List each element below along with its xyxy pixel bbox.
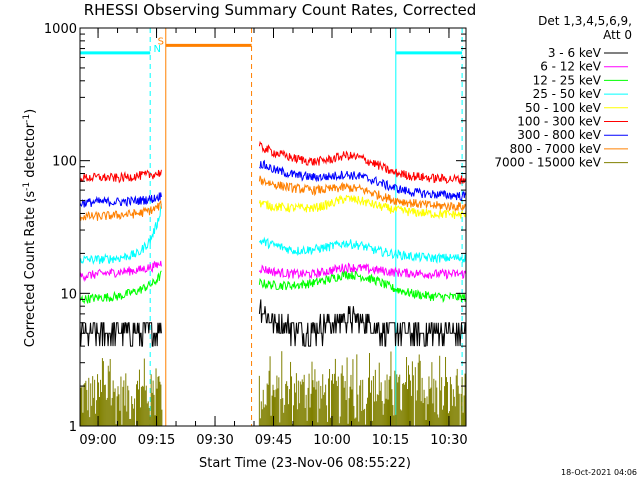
series-line	[79, 260, 162, 283]
y-tick-label: 10	[60, 287, 77, 302]
series-line	[79, 322, 162, 347]
series-100-300keV	[79, 140, 467, 185]
series-layer	[79, 140, 467, 426]
y-tick-label: 100	[52, 155, 77, 170]
legend-header-attenuator: Att 0	[603, 28, 632, 42]
legend-item-label: 800 - 7000 keV	[510, 142, 602, 156]
legend-item-label: 300 - 800 keV	[517, 128, 601, 142]
y-axis-label-part-1: Corrected Count Rate (s	[23, 191, 38, 348]
svg-text:Corrected Count Rate (s-1 dete: Corrected Count Rate (s-1 detector-1)	[22, 109, 38, 347]
x-tick-label: 09:45	[255, 433, 292, 448]
y-axis-label-superscript-1: -1	[22, 182, 32, 191]
x-tick-label: 09:30	[196, 433, 233, 448]
series-line	[79, 192, 162, 208]
series-line	[258, 262, 467, 280]
plot-frame	[79, 27, 467, 427]
x-tick-label: 10:00	[313, 433, 350, 448]
series-line	[258, 299, 467, 347]
series-25-50keV	[79, 203, 467, 266]
series-line	[79, 270, 162, 305]
y-axis-label: Corrected Count Rate (s-1 detector-1)	[22, 109, 38, 347]
legend-item-label: 3 - 6 keV	[548, 46, 602, 60]
series-line	[258, 140, 467, 185]
y-axis-label-part-2: detector	[23, 122, 38, 182]
series-6-12keV	[79, 260, 467, 283]
series-line	[79, 200, 162, 221]
x-axis-label: Start Time (23-Nov-06 08:55:22)	[199, 456, 411, 471]
y-tick-label: 1000	[44, 22, 77, 37]
timestamp: 18-Oct-2021 04:06	[561, 468, 637, 477]
legend-item-label: 7000 - 15000 keV	[494, 156, 601, 170]
series-line	[258, 236, 467, 264]
legend-item-label: 100 - 300 keV	[517, 115, 601, 129]
x-tick-label: 09:00	[79, 433, 116, 448]
x-tick-label: 09:15	[138, 433, 175, 448]
x-tick-label: 10:30	[430, 433, 467, 448]
legend-item-label: 6 - 12 keV	[540, 60, 602, 74]
series-800-7000keV	[79, 175, 467, 221]
series-line	[79, 169, 162, 184]
legend-item-label: 25 - 50 keV	[533, 87, 602, 101]
series-3-6keV	[79, 299, 467, 347]
y-axis-label-superscript-2: -1	[22, 114, 32, 123]
legend-item-label: 12 - 25 keV	[533, 73, 602, 87]
y-tick-label: 1	[69, 420, 77, 435]
x-tick-label: 10:15	[372, 433, 409, 448]
flag-label-s: S	[158, 36, 164, 47]
flag-label-n: N	[153, 44, 160, 55]
axes-layer: 1 10 100 1000 09:00 09:15 09:30 09:45 10:00 10:15…	[44, 22, 468, 448]
series-line	[258, 269, 467, 303]
series-300-800keV	[79, 159, 467, 208]
series-50-100keV	[258, 194, 467, 220]
series-12-25keV	[79, 269, 467, 305]
series-7000-15000keV	[79, 351, 467, 426]
series-line	[258, 175, 467, 213]
legend-item-label: 50 - 100 keV	[525, 101, 602, 115]
series-line	[259, 159, 467, 201]
y-axis-label-part-3: )	[23, 109, 38, 114]
series-line	[79, 203, 162, 266]
legend-header-detectors: Det 1,3,4,5,6,9,	[538, 14, 632, 28]
series-line	[258, 194, 467, 220]
chart-title: RHESSI Observing Summary Count Rates, Co…	[84, 1, 477, 19]
